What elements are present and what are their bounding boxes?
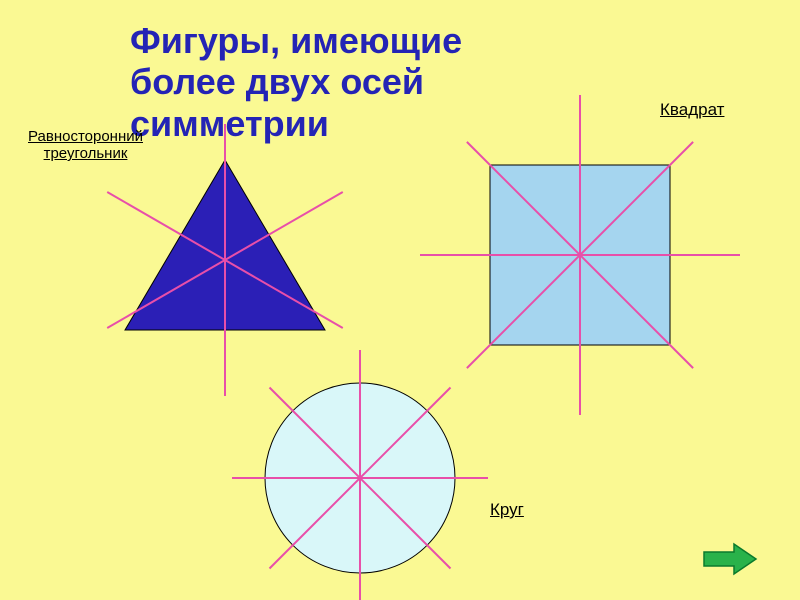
label-circle: Круг (490, 500, 524, 520)
label-square: Квадрат (660, 100, 724, 120)
slide-title: Фигуры, имеющие более двух осей симметри… (130, 20, 462, 144)
label-triangle: Равносторонний треугольник (28, 128, 143, 162)
arrow-right-icon (700, 540, 760, 578)
next-slide-button[interactable] (700, 540, 760, 578)
